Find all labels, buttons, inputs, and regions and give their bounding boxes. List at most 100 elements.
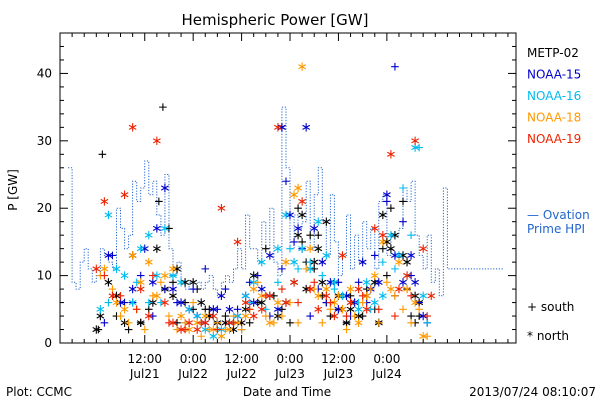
- plot-frame: [59, 32, 517, 344]
- north-point: [338, 305, 347, 314]
- south-point: [407, 271, 415, 280]
- north-point: [395, 257, 403, 267]
- south-point: [423, 332, 432, 341]
- south-point: [221, 312, 230, 320]
- north-point: [144, 230, 153, 240]
- north-point: [169, 318, 177, 327]
- south-point: [124, 318, 133, 327]
- south-point: [173, 298, 181, 307]
- north-point: [382, 237, 391, 247]
- south-point: [286, 244, 294, 253]
- y-tick-label: 0: [44, 336, 52, 350]
- axes-layer: 01020304012:00Jul210:00Jul2212:00Jul220:…: [37, 32, 517, 381]
- north-point: [177, 311, 185, 321]
- north-point: [419, 311, 428, 321]
- series-noaa-16: [96, 143, 432, 341]
- north-point: [338, 251, 347, 260]
- north-point: [419, 291, 428, 301]
- north-point: [128, 298, 137, 307]
- north-point: [273, 298, 282, 307]
- north-point: [161, 183, 169, 193]
- south-point: [302, 265, 310, 273]
- south-point: [173, 325, 181, 334]
- south-point: [205, 305, 214, 314]
- north-point: [197, 298, 206, 307]
- north-point: [233, 237, 242, 247]
- south-point: [310, 278, 319, 287]
- south-point: [294, 298, 302, 307]
- north-point: [362, 305, 371, 314]
- south-point: [286, 318, 294, 327]
- series-noaa-19: [92, 123, 436, 334]
- north-point: [177, 278, 185, 287]
- north-point: [161, 298, 169, 307]
- south-point: [201, 265, 210, 273]
- north-point: [294, 224, 303, 233]
- south-point: [159, 103, 167, 111]
- north-point: [386, 244, 395, 253]
- south-point: [262, 244, 270, 253]
- south-point: [399, 184, 407, 192]
- south-point: [108, 285, 117, 293]
- north-point: [330, 311, 339, 321]
- south-point: [253, 271, 262, 280]
- south-point: [245, 318, 254, 327]
- south-point: [346, 292, 355, 300]
- south-point: [237, 325, 246, 334]
- south-point: [155, 197, 163, 206]
- south-point: [334, 278, 343, 287]
- south-point: [383, 271, 391, 280]
- north-point: [419, 244, 428, 253]
- south-point: [399, 197, 407, 206]
- north-point: [92, 264, 101, 274]
- south-point: [391, 62, 399, 71]
- legend-noaa-15: NOAA-15: [527, 68, 581, 82]
- south-point: [391, 265, 399, 273]
- south-point: [262, 305, 270, 314]
- north-point: [298, 197, 307, 206]
- north-point: [302, 123, 311, 132]
- south-point: [399, 217, 407, 226]
- north-point: [104, 278, 113, 287]
- south-point: [100, 318, 109, 327]
- north-point: [169, 264, 177, 274]
- north-point: [403, 271, 411, 280]
- north-point: [265, 291, 274, 301]
- north-point: [370, 224, 379, 233]
- north-point: [374, 278, 383, 287]
- north-point: [225, 305, 234, 314]
- north-point: [273, 123, 282, 132]
- north-point: [386, 150, 395, 159]
- south-point: [161, 285, 169, 293]
- north-point: [318, 278, 327, 287]
- south-point: [383, 197, 391, 206]
- north-point: [282, 298, 290, 307]
- north-point: [386, 284, 395, 294]
- legend-noaa-19: NOAA-19: [527, 132, 581, 146]
- south-point: [407, 231, 415, 239]
- south-point: [132, 278, 141, 287]
- south-point: [306, 312, 314, 320]
- y-axis-label: P [GW]: [6, 169, 20, 211]
- north-point: [128, 284, 137, 294]
- north-point: [330, 278, 339, 287]
- south-point: [104, 298, 113, 307]
- south-point: [165, 318, 173, 327]
- north-point: [217, 204, 226, 213]
- north-point: [370, 298, 379, 307]
- north-point: [144, 257, 153, 267]
- south-point: [342, 325, 351, 334]
- south-point: [290, 238, 298, 246]
- north-point: [306, 284, 315, 294]
- north-point: [112, 298, 121, 307]
- north-point: [257, 305, 266, 314]
- north-point: [92, 325, 101, 334]
- north-point: [185, 318, 194, 327]
- north-point: [148, 278, 157, 287]
- south-point: [318, 292, 327, 300]
- north-point: [128, 123, 137, 132]
- symbol-legend-south: + south: [527, 300, 574, 314]
- south-point: [379, 244, 387, 253]
- north-point: [205, 311, 214, 321]
- north-point: [294, 183, 303, 193]
